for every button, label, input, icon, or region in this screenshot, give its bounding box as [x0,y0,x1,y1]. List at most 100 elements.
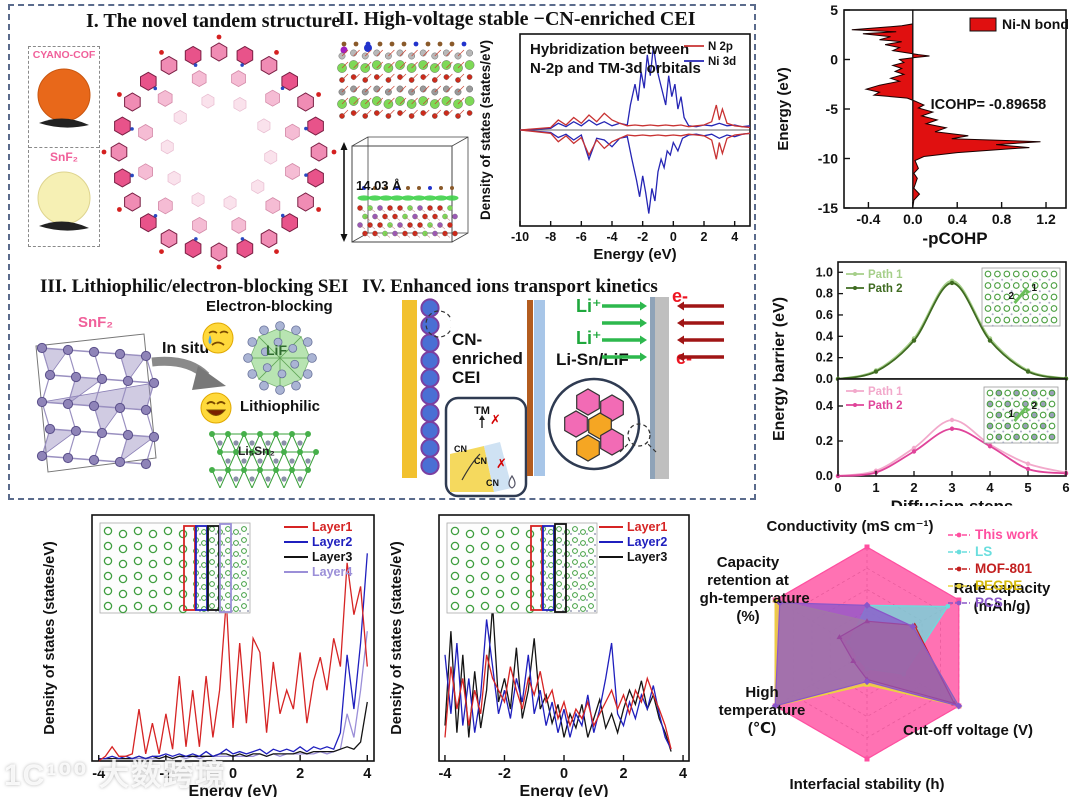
lisn-lif-label: Li-Sn/LiF [556,350,629,369]
svg-text:Cut-off voltage (V): Cut-off voltage (V) [903,722,1033,739]
cof-ring-structure [101,34,337,270]
svg-text:1.2: 1.2 [1036,211,1056,227]
snf2-crystal-label: SnF₂ [78,314,113,331]
panel1-title: I. The novel tandem structure [86,10,341,32]
snf2-photo: SnF₂ [29,147,99,246]
svg-text:4: 4 [731,230,738,244]
snf2-photo-label: SnF₂ [50,150,78,164]
snf2-sample-image [37,171,91,231]
li-ion-label-2: Li⁺ [576,328,602,348]
svg-text:CN: CN [486,478,499,488]
svg-text:0.8: 0.8 [816,287,833,301]
li-ion-label-1: Li⁺ [576,296,602,316]
svg-text:-8: -8 [545,230,556,244]
cyano-cof-label: CYANO-COF [32,49,96,61]
svg-text:0.4: 0.4 [816,399,833,413]
electron-label-1: e- [672,286,689,306]
svg-text:PCS: PCS [975,595,1003,610]
svg-text:3: 3 [948,480,955,495]
cathode-bar [402,300,417,478]
electron-arrows-icon [677,301,724,362]
anode-edge-bar [650,297,655,479]
cohp-chart: 5 0 -5 -10 -15 -0.4 0.0 0.4 0.8 1.2 Ni-N bond ICOHP… [775,2,1069,248]
svg-text:4: 4 [363,766,371,782]
svg-text:0: 0 [670,230,677,244]
svg-text:High: High [745,684,778,701]
svg-text:Capacity: Capacity [717,554,780,571]
svg-text:1: 1 [872,480,879,495]
smiling-emoji-icon [200,392,232,424]
svg-text:Conductivity (mS cm⁻¹): Conductivity (mS cm⁻¹) [766,518,933,535]
svg-text:Path 2: Path 2 [868,400,903,412]
cyano-cof-sample-image [37,68,91,128]
svg-text:Layer3: Layer3 [312,550,352,564]
svg-text:-2: -2 [637,230,648,244]
cei-slab-structure [337,41,475,119]
svg-text:0.0: 0.0 [816,372,833,386]
svg-text:Rate capacity: Rate capacity [954,580,1051,597]
svg-text:6: 6 [1062,480,1069,495]
svg-text:Path 1: Path 1 [868,269,903,281]
svg-text:Density of states (states/eV): Density of states (states/eV) [478,40,493,220]
interlayer-gap-label: 14.03 Å [356,178,402,193]
svg-text:Density of states (states/eV): Density of states (states/eV) [42,541,58,735]
svg-text:5: 5 [1024,480,1031,495]
svg-text:2: 2 [296,766,304,782]
lisn-lif-magnified-circle [547,377,641,471]
svg-text:Layer4: Layer4 [312,565,352,579]
svg-text:0.4: 0.4 [816,329,833,343]
svg-text:ICOHP= -0.89658: ICOHP= -0.89658 [931,97,1047,113]
svg-text:2: 2 [701,230,708,244]
svg-text:TM: TM [474,405,490,417]
cyano-cof-photo: CYANO-COF [29,49,99,147]
svg-text:✗: ✗ [490,412,501,427]
svg-text:Interfacial stability (h): Interfacial stability (h) [789,776,944,793]
svg-text:-15: -15 [818,200,838,216]
li5sn2-label: Li₅Sn₂ [238,444,275,458]
panel2-title: II. High-voltage stable −CN-enriched CEI [338,8,696,30]
svg-text:N 2p: N 2p [708,41,733,53]
svg-text:-10: -10 [511,230,529,244]
svg-text:Layer2: Layer2 [312,535,352,549]
svg-text:(℃): (℃) [748,720,776,737]
svg-text:1: 1 [1008,409,1014,420]
panel4-title: IV. Enhanced ions transport kinetics [362,276,658,297]
performance-radar-chart: Conductivity (mS cm⁻¹) Rate capacity(mAh/… [700,518,1051,793]
svg-text:5: 5 [830,2,838,18]
svg-text:Diffusion steps: Diffusion steps [891,497,1014,506]
svg-text:0.4: 0.4 [947,211,967,227]
lithiophilic-label: Lithiophilic [240,398,320,415]
separator-layer-blue [534,300,545,476]
svg-text:Energy (eV): Energy (eV) [520,783,609,797]
svg-text:2: 2 [1009,291,1015,302]
lif-label: LiF [266,342,287,358]
lif-cluster-structure [243,321,317,395]
svg-text:2: 2 [619,766,627,782]
svg-text:-pCOHP: -pCOHP [922,229,987,248]
svg-text:2: 2 [910,480,917,495]
watermark-logo-icon: 1C¹⁰⁰ [4,759,89,792]
svg-text:Energy barrier (eV): Energy barrier (eV) [771,297,788,441]
svg-text:(%): (%) [736,608,759,625]
svg-text:-4: -4 [438,766,451,782]
anode-bar [655,297,669,479]
li5sn2-lattice-structure [209,431,319,488]
panel-group-border [8,4,756,500]
snf2-crystal-structure [35,333,160,473]
svg-text:1: 1 [1032,283,1038,294]
svg-text:Layer3: Layer3 [627,550,667,564]
svg-text:-2: -2 [498,766,511,782]
svg-text:MOF-801: MOF-801 [975,561,1033,576]
svg-text:0.2: 0.2 [816,434,833,448]
svg-text:Energy (eV): Energy (eV) [189,783,278,797]
svg-text:temperature: temperature [719,702,806,719]
insitu-label: In situ [162,340,210,357]
svg-text:Energy (eV): Energy (eV) [775,67,792,150]
energy-barrier-chart: 0.0 0.2 0.4 0.6 0.8 1.0 Path 1 Path 2 0.0 0.2 0.4 P… [771,261,1070,506]
cathode-particle-column [420,298,451,476]
svg-text:1.0: 1.0 [816,265,833,279]
svg-text:-6: -6 [576,230,587,244]
cn-enriched-cei-label: CN- enriched CEI [452,330,523,388]
